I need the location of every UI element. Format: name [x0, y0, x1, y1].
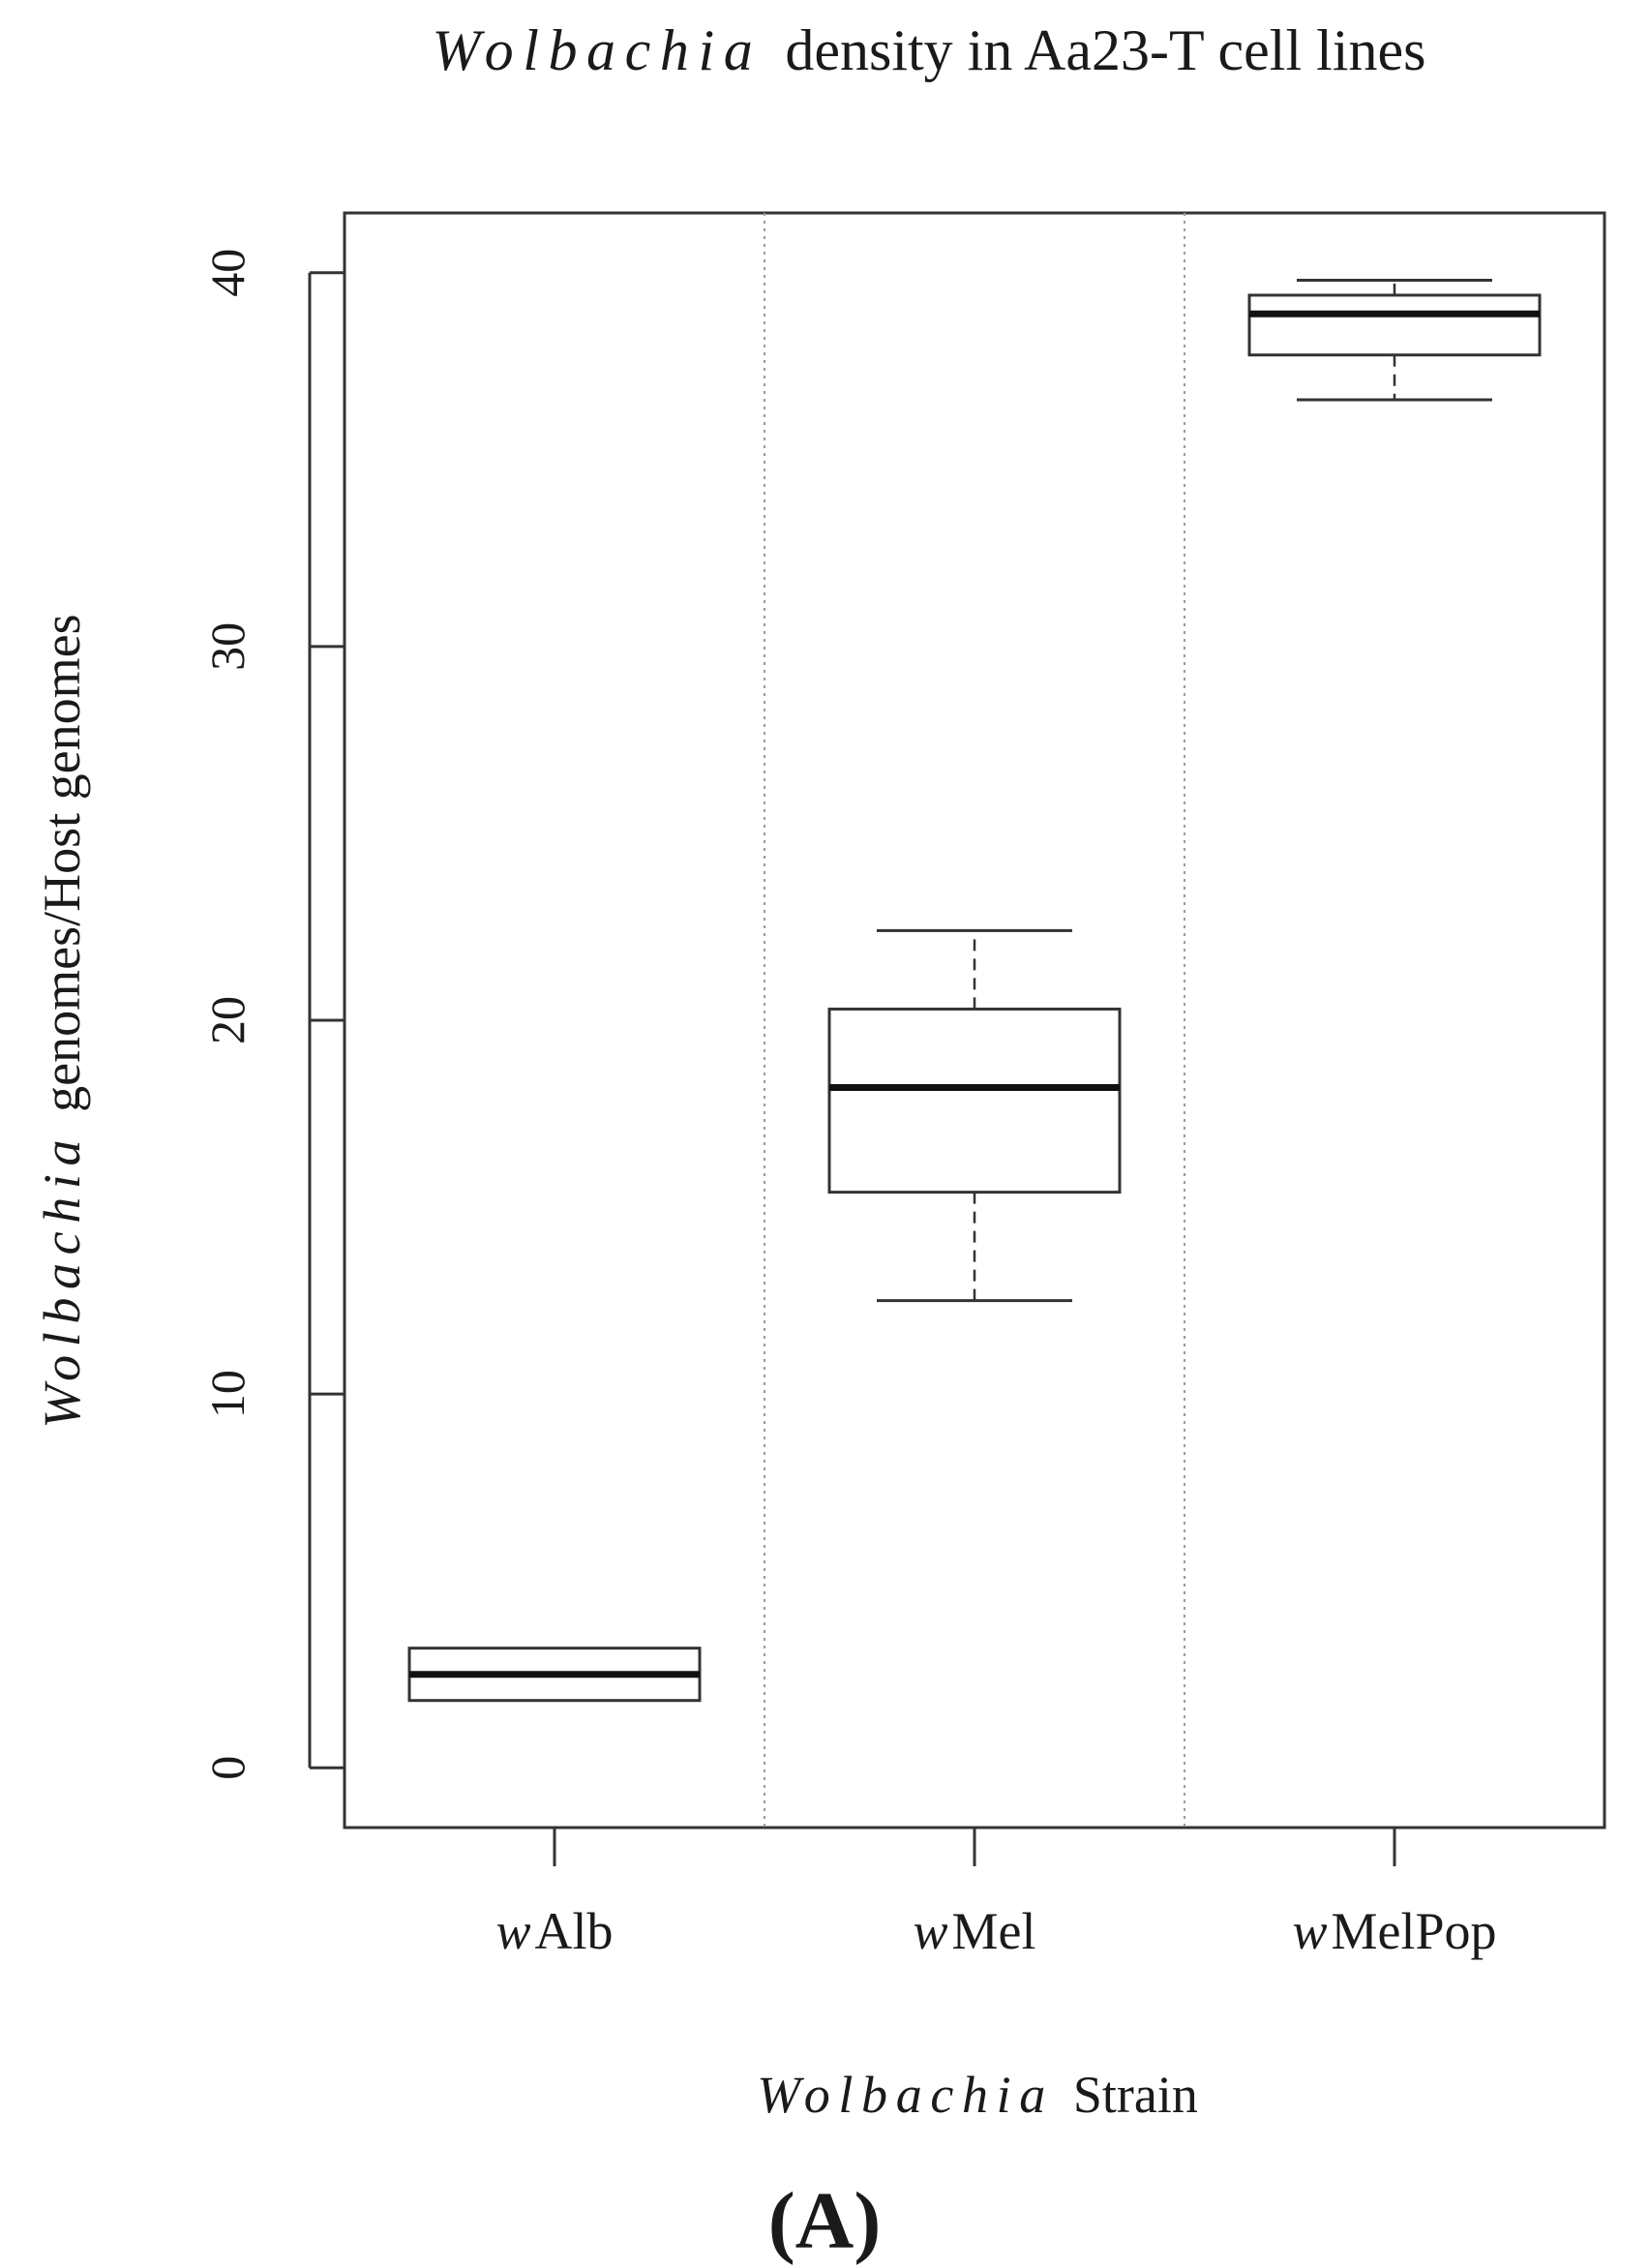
- y-tick-label-10: 10: [200, 1370, 255, 1418]
- x-axis-label-italic: Wolbachia: [757, 2066, 1054, 2124]
- box-mel: [827, 928, 1122, 1303]
- y-tick-label-20: 20: [200, 996, 255, 1044]
- iqr-box-mel: [827, 1007, 1122, 1194]
- y-axis: 0 10 20 30 40: [200, 249, 345, 1780]
- x-axis-label: Wolbachia Strain: [757, 2066, 1198, 2124]
- y-axis-label-rest: genomes/Host genomes: [33, 614, 91, 1111]
- chart-title-rest: density in Aa23-T cell lines: [785, 18, 1425, 82]
- box-melpop: [1247, 279, 1542, 402]
- chart-title-italic: Wolbachia: [433, 18, 763, 82]
- x-axis-label-rest: Strain: [1073, 2066, 1198, 2124]
- x-tick-label-melpop: wMelPop: [1292, 1902, 1496, 1960]
- box-alb: [407, 1647, 702, 1703]
- x-tick-label-alb: wAlb: [495, 1902, 613, 1960]
- group-separators: [764, 213, 1185, 1828]
- y-tick-label-0: 0: [200, 1756, 255, 1780]
- iqr-box-melpop: [1247, 293, 1542, 357]
- panel-label: (A): [768, 2176, 882, 2266]
- y-tick-label-40: 40: [200, 249, 255, 297]
- x-axis: wAlb wMel wMelPop: [495, 1828, 1497, 1960]
- y-axis-label-italic: Wolbachia: [33, 1132, 91, 1429]
- boxes-layer: [407, 279, 1542, 1703]
- x-tick-label-mel: wMel: [913, 1902, 1035, 1960]
- chart-title: Wolbachia density in Aa23-T cell lines: [433, 18, 1426, 82]
- y-tick-label-30: 30: [200, 622, 255, 671]
- y-axis-label: Wolbachia genomes/Host genomes: [33, 614, 91, 1428]
